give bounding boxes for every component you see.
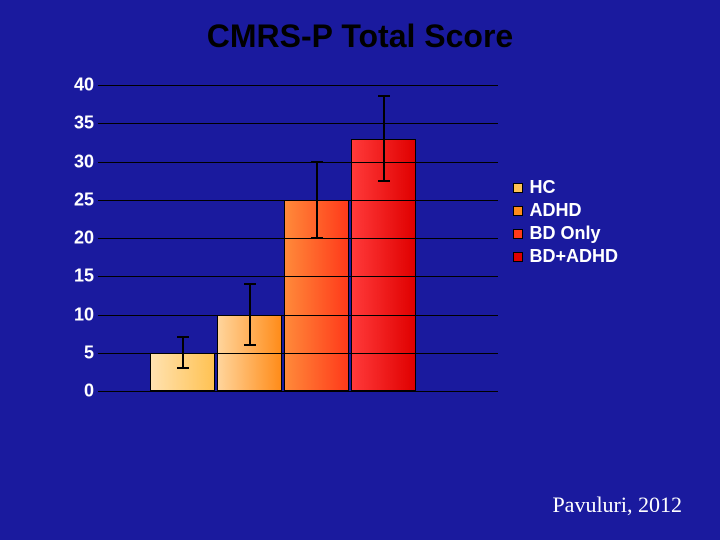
y-tick-label: 40 [58,75,94,96]
gridline [98,276,498,277]
gridline [98,238,498,239]
gridline [98,353,498,354]
legend-swatch [513,183,523,193]
legend-label: HC [529,177,555,198]
legend-swatch [513,252,523,262]
cmrs-bar-chart: HCADHDBD OnlyBD+ADHD 0510152025303540 [50,85,610,415]
legend-item: BD Only [513,223,618,244]
gridline [98,123,498,124]
gridline [98,162,498,163]
y-tick-label: 30 [58,151,94,172]
legend-item: ADHD [513,200,618,221]
y-tick-label: 10 [58,304,94,325]
gridline [98,200,498,201]
y-tick-label: 20 [58,228,94,249]
y-tick-label: 5 [58,342,94,363]
legend-label: BD+ADHD [529,246,618,267]
legend-item: BD+ADHD [513,246,618,267]
gridline [98,85,498,86]
legend-label: BD Only [529,223,600,244]
y-tick-label: 35 [58,113,94,134]
y-tick-label: 0 [58,381,94,402]
y-tick-label: 15 [58,266,94,287]
legend-swatch [513,229,523,239]
legend-label: ADHD [529,200,581,221]
legend-item: HC [513,177,618,198]
slide: CMRS-P Total Score HCADHDBD OnlyBD+ADHD … [0,0,720,540]
chart-title: CMRS-P Total Score [0,18,720,55]
citation: Pavuluri, 2012 [552,492,682,518]
y-tick-label: 25 [58,189,94,210]
error-bar [383,96,385,180]
gridline [98,315,498,316]
legend: HCADHDBD OnlyBD+ADHD [513,175,618,269]
gridline [98,391,498,392]
plot-area [98,85,498,391]
legend-swatch [513,206,523,216]
